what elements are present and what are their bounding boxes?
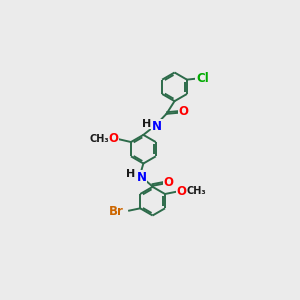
Text: H: H — [126, 169, 135, 179]
Text: Br: Br — [109, 205, 123, 218]
Text: CH₃: CH₃ — [186, 186, 206, 196]
Text: O: O — [177, 185, 187, 198]
Text: O: O — [164, 176, 173, 189]
Text: Cl: Cl — [196, 72, 209, 85]
Text: O: O — [109, 132, 119, 145]
Text: N: N — [136, 171, 146, 184]
Text: O: O — [179, 106, 189, 118]
Text: N: N — [152, 120, 162, 133]
Text: H: H — [142, 119, 152, 129]
Text: CH₃: CH₃ — [89, 134, 109, 144]
